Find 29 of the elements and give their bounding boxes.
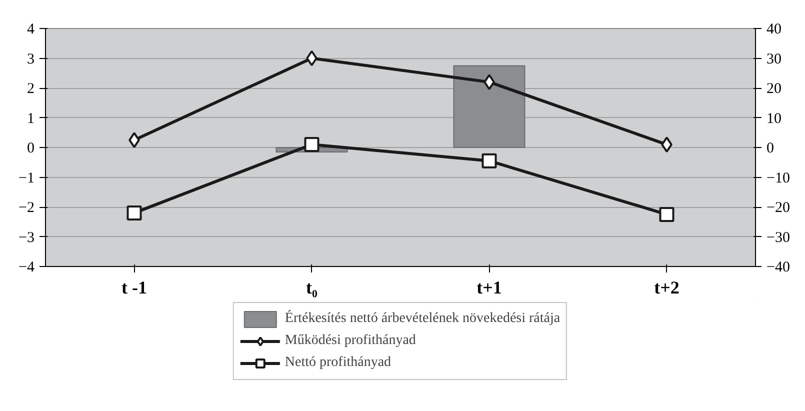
- y-tick-label: −2: [18, 200, 35, 216]
- y-tick-label: 2: [27, 81, 34, 97]
- x-tick-label: t₀: [306, 278, 318, 298]
- x-tick-label: t+2: [654, 278, 680, 298]
- legend-label: Értékesítés nettó árbevételének növekedési rátája: [284, 311, 560, 327]
- y-tick-label: −3: [18, 230, 35, 246]
- legend-label: Működési profithányad: [284, 333, 416, 349]
- point: [659, 206, 674, 222]
- y2-tick-label: −40: [766, 260, 790, 276]
- y-tick-label: 3: [27, 51, 34, 68]
- point: [482, 153, 497, 168]
- x-tick-label: t -1: [122, 278, 148, 298]
- legend-label: Nettó profithányad: [284, 355, 392, 371]
- y-tick-label: −4: [18, 260, 35, 276]
- y2-tick-label: 20: [766, 81, 782, 97]
- y-tick-label: 0: [27, 140, 34, 156]
- y2-tick-label: −10: [766, 170, 790, 186]
- point: [126, 205, 142, 220]
- x-tick-label: t+1: [476, 278, 502, 298]
- y-tick-label: 1: [27, 110, 34, 127]
- y2-tick-label: 10: [766, 110, 782, 127]
- y2-tick-label: 40: [766, 22, 782, 38]
- y2-tick-label: 0: [766, 140, 774, 156]
- y-tick-label: −1: [18, 170, 35, 186]
- y2-tick-label: 30: [766, 51, 782, 68]
- y2-tick-label: −20: [766, 200, 790, 216]
- point: [304, 137, 320, 152]
- y2-tick-label: −30: [766, 230, 790, 246]
- y-tick-label: 4: [27, 22, 35, 38]
